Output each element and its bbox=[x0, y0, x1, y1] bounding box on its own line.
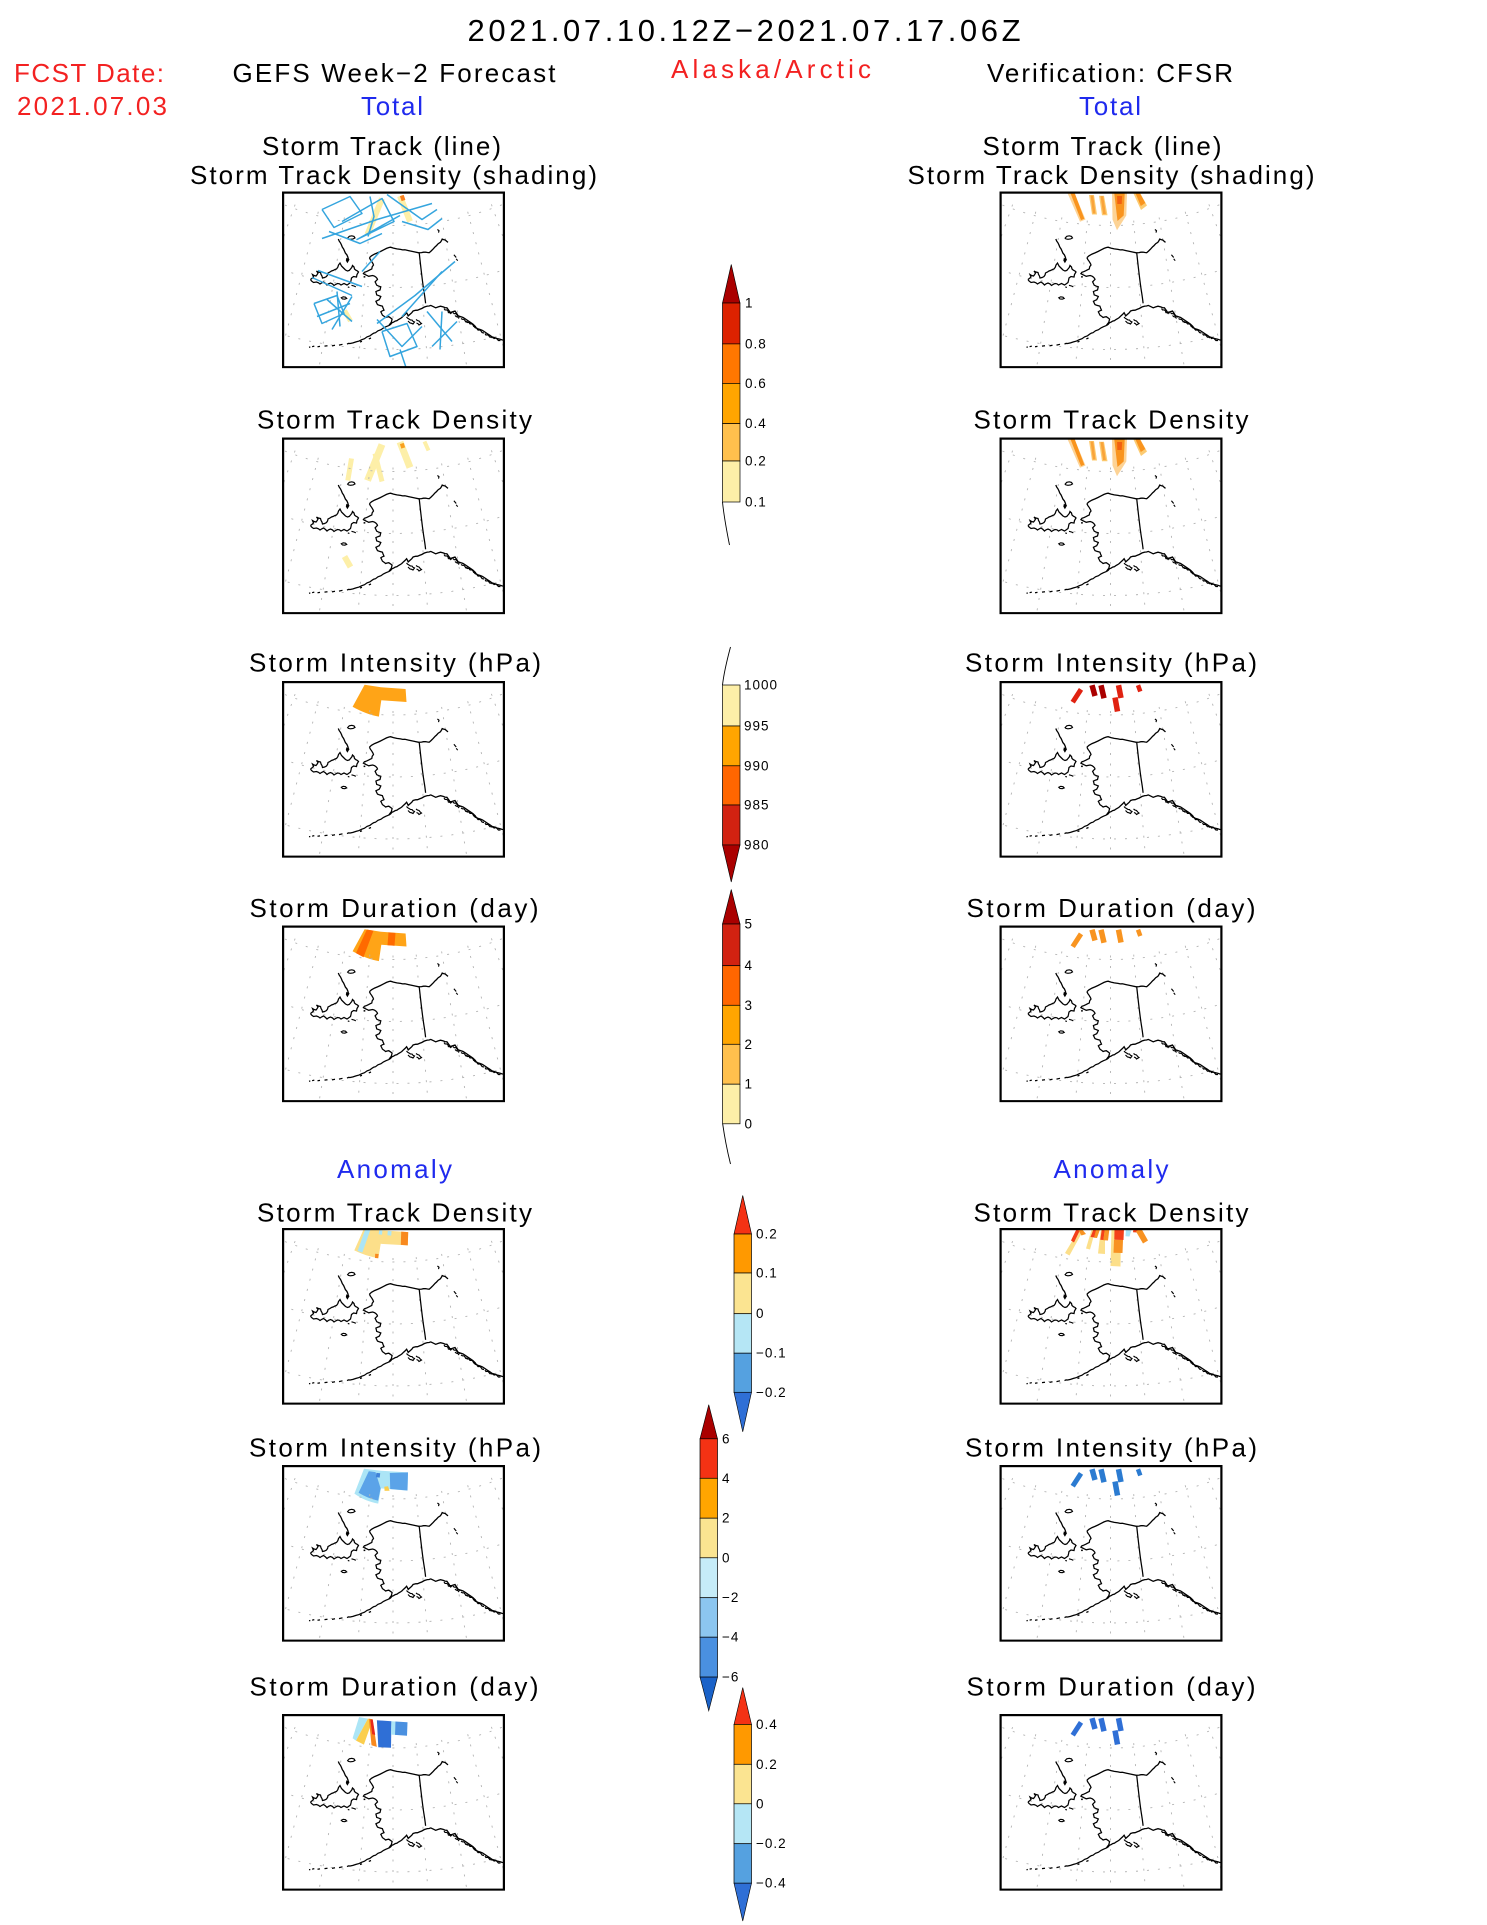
svg-text:5: 5 bbox=[745, 917, 754, 932]
svg-text:Storm Track (line): Storm Track (line) bbox=[983, 131, 1222, 161]
svg-text:0.2: 0.2 bbox=[756, 1757, 778, 1772]
svg-text:0: 0 bbox=[745, 1116, 754, 1131]
svg-text:Storm Track Density: Storm Track Density bbox=[974, 405, 1249, 435]
svg-text:995: 995 bbox=[744, 719, 770, 734]
svg-text:−0.1: −0.1 bbox=[756, 1346, 787, 1361]
svg-text:0.2: 0.2 bbox=[745, 454, 767, 469]
svg-text:−6: −6 bbox=[722, 1670, 739, 1685]
svg-text:−4: −4 bbox=[722, 1630, 739, 1645]
svg-text:Storm Duration (day): Storm Duration (day) bbox=[250, 893, 539, 923]
svg-text:Anomaly: Anomaly bbox=[337, 1154, 452, 1184]
svg-text:2: 2 bbox=[745, 1037, 754, 1052]
svg-text:Storm Intensity (hPa): Storm Intensity (hPa) bbox=[249, 648, 541, 678]
svg-text:0.8: 0.8 bbox=[745, 336, 767, 351]
svg-text:Verification: CFSR: Verification: CFSR bbox=[987, 58, 1233, 88]
svg-text:0.1: 0.1 bbox=[745, 495, 767, 510]
svg-text:−2: −2 bbox=[722, 1590, 739, 1605]
svg-text:0.4: 0.4 bbox=[745, 416, 767, 431]
svg-text:Storm Track Density: Storm Track Density bbox=[257, 1198, 532, 1228]
svg-text:−0.4: −0.4 bbox=[756, 1876, 787, 1891]
svg-text:FCST Date:: FCST Date: bbox=[14, 58, 164, 88]
svg-text:Storm Track Density: Storm Track Density bbox=[974, 1198, 1249, 1228]
svg-text:0.1: 0.1 bbox=[756, 1266, 778, 1281]
svg-text:Storm Duration (day): Storm Duration (day) bbox=[967, 893, 1256, 923]
svg-text:0.6: 0.6 bbox=[745, 376, 767, 391]
svg-text:Storm Intensity (hPa): Storm Intensity (hPa) bbox=[965, 1433, 1257, 1463]
svg-text:4: 4 bbox=[745, 958, 754, 973]
svg-text:1000: 1000 bbox=[744, 678, 778, 693]
svg-text:3: 3 bbox=[745, 998, 754, 1013]
svg-text:−0.2: −0.2 bbox=[756, 1836, 787, 1851]
svg-text:4: 4 bbox=[722, 1471, 731, 1486]
svg-text:−0.2: −0.2 bbox=[756, 1385, 787, 1400]
svg-text:0: 0 bbox=[756, 1306, 765, 1321]
svg-text:Storm Intensity (hPa): Storm Intensity (hPa) bbox=[965, 648, 1257, 678]
svg-text:2: 2 bbox=[722, 1511, 731, 1526]
svg-text:Total: Total bbox=[361, 91, 423, 121]
svg-text:6: 6 bbox=[722, 1431, 731, 1446]
svg-text:Storm Track (line): Storm Track (line) bbox=[262, 131, 501, 161]
svg-text:0: 0 bbox=[722, 1550, 731, 1565]
svg-text:Total: Total bbox=[1079, 91, 1141, 121]
svg-text:0.2: 0.2 bbox=[756, 1227, 778, 1242]
svg-text:Storm Track Density (shading): Storm Track Density (shading) bbox=[908, 160, 1315, 190]
svg-text:Storm Intensity (hPa): Storm Intensity (hPa) bbox=[249, 1433, 541, 1463]
svg-text:985: 985 bbox=[744, 798, 770, 813]
svg-text:1: 1 bbox=[745, 1077, 754, 1092]
svg-text:990: 990 bbox=[744, 758, 770, 773]
svg-text:Storm Track Density: Storm Track Density bbox=[257, 405, 532, 435]
svg-text:Storm Duration (day): Storm Duration (day) bbox=[967, 1672, 1256, 1702]
svg-text:1: 1 bbox=[745, 296, 754, 311]
svg-text:Storm Track Density (shading): Storm Track Density (shading) bbox=[190, 160, 597, 190]
svg-text:Anomaly: Anomaly bbox=[1054, 1154, 1169, 1184]
svg-text:Storm Duration (day): Storm Duration (day) bbox=[250, 1672, 539, 1702]
svg-text:0: 0 bbox=[756, 1796, 765, 1811]
svg-text:980: 980 bbox=[744, 838, 770, 853]
svg-text:0.4: 0.4 bbox=[756, 1717, 778, 1732]
svg-text:2021.07.10.12Z−2021.07.17.06Z: 2021.07.10.12Z−2021.07.17.06Z bbox=[468, 13, 1021, 48]
